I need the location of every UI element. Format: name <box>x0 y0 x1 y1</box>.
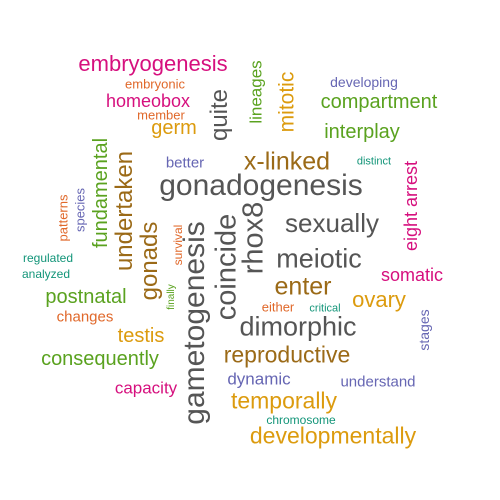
word-interplay: interplay <box>324 121 400 143</box>
word-dimorphic: dimorphic <box>239 311 357 342</box>
word-gametogenesis: gametogenesis <box>178 221 211 425</box>
word-ovary: ovary <box>352 287 406 312</box>
word-reproductive: reproductive <box>223 341 351 368</box>
word-homeobox: homeobox <box>105 91 191 111</box>
word-patterns: patterns <box>55 194 71 242</box>
word-sexually: sexually <box>285 208 379 238</box>
word-eight-arrest: eight arrest <box>401 160 421 252</box>
word-x-linked: x-linked <box>243 147 331 176</box>
word-changes: changes <box>56 308 114 326</box>
word-species: species <box>72 187 88 233</box>
word-germ: germ <box>151 117 197 139</box>
word-understand: understand <box>340 373 416 391</box>
word-undertaken: undertaken <box>111 150 138 272</box>
word-gonads: gonads <box>136 221 163 301</box>
word-enter: enter <box>274 272 332 301</box>
word-critical: critical <box>309 302 341 315</box>
word-gonadogenesis: gonadogenesis <box>159 169 363 202</box>
word-dynamic: dynamic <box>227 369 291 389</box>
word-developmentally: developmentally <box>249 422 417 449</box>
word-fundamental: fundamental <box>90 137 112 249</box>
word-analyzed: analyzed <box>21 267 71 281</box>
word-lineages: lineages <box>246 60 266 124</box>
word-meiotic: meiotic <box>276 243 362 274</box>
word-postnatal: postnatal <box>45 286 127 308</box>
word-developing: developing <box>330 74 398 90</box>
word-stages: stages <box>416 309 432 351</box>
word-testis: testis <box>117 325 165 347</box>
word-temporally: temporally <box>230 387 338 414</box>
word-compartment: compartment <box>320 91 438 113</box>
word-consequently: consequently <box>41 348 159 370</box>
word-regulated: regulated <box>22 251 74 265</box>
word-member: member <box>137 107 185 123</box>
word-distinct: distinct <box>356 155 392 168</box>
word-rhox8: rhox8 <box>237 201 270 275</box>
word-embryogenesis: embryogenesis <box>78 51 228 76</box>
word-finally: finally <box>166 284 177 310</box>
word-better: better <box>165 154 205 172</box>
word-embryonic: embryonic <box>125 76 185 92</box>
word-quite: quite <box>206 88 233 142</box>
word-capacity: capacity <box>114 378 178 398</box>
word-somatic: somatic <box>380 265 444 285</box>
word-chromosome: chromosome <box>266 413 336 427</box>
word-either: either <box>261 299 295 315</box>
word-mitotic: mitotic <box>275 71 299 133</box>
